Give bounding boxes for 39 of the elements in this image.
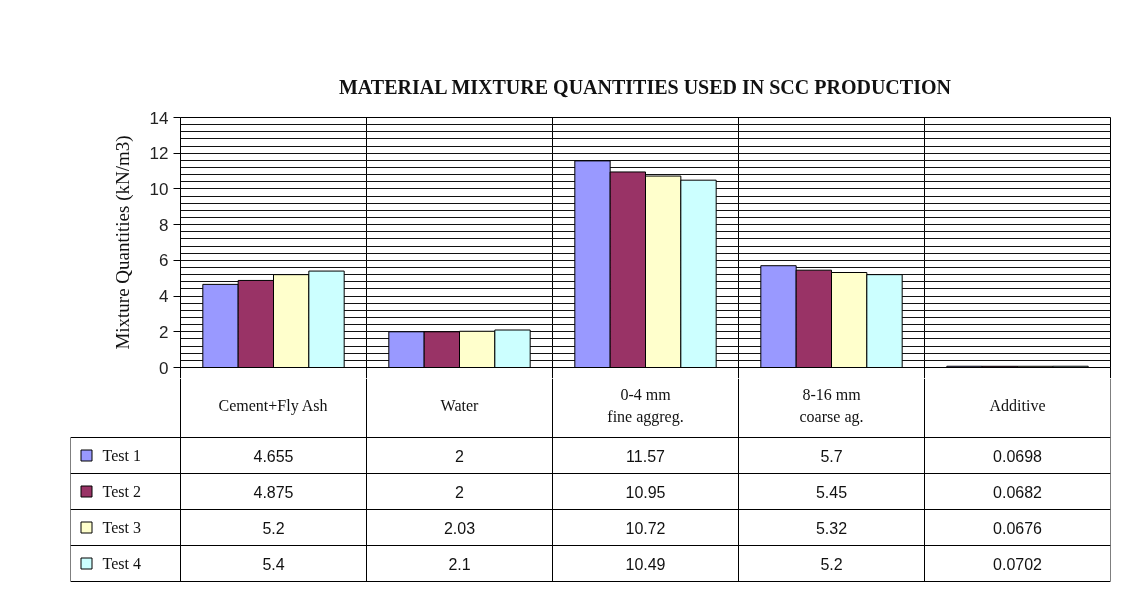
y-axis-title: Mixture Quantities (kN/m3) xyxy=(111,135,134,350)
data-label: 0.0702 xyxy=(993,555,1043,573)
chart-title: MATERIAL MIXTURE QUANTITIES USED IN SCC PRODUCTION xyxy=(338,75,952,98)
y-tick-label: 8 xyxy=(159,215,169,235)
data-label: 0.0682 xyxy=(993,483,1043,501)
legend-label: Test 2 xyxy=(102,483,141,500)
x-tick-label: Water xyxy=(440,396,480,414)
y-tick-label: 10 xyxy=(149,179,169,199)
data-label: 5.45 xyxy=(815,483,848,501)
x-tick-label: Cement+Fly Ash xyxy=(218,396,328,415)
data-label: 10.72 xyxy=(625,519,666,537)
data-label: 5.2 xyxy=(262,519,285,537)
legend-label: Test 4 xyxy=(102,555,141,572)
data-label: 11.57 xyxy=(626,447,666,465)
data-label: 0.0698 xyxy=(993,447,1043,465)
data-label: 5.32 xyxy=(815,519,848,537)
y-tick-label: 12 xyxy=(149,144,169,164)
y-tick-label: 4 xyxy=(159,287,169,307)
x-tick-label: 0-4 mm fine aggreg. xyxy=(607,385,684,426)
y-tick-label: 6 xyxy=(159,251,169,271)
data-label: 0.0676 xyxy=(993,519,1043,537)
data-label: 5.7 xyxy=(820,447,843,465)
data-label: 2 xyxy=(455,447,465,465)
data-label: 2.1 xyxy=(448,555,471,573)
data-label: 10.95 xyxy=(625,483,666,501)
data-label: 5.4 xyxy=(262,555,285,573)
y-tick-label: 14 xyxy=(149,108,169,128)
data-label: 5.2 xyxy=(820,555,843,573)
legend-label: Test 1 xyxy=(102,447,141,464)
y-tick-label: 2 xyxy=(159,322,169,342)
x-tick-label: 8-16 mm coarse ag. xyxy=(799,385,864,426)
data-label: 4.655 xyxy=(253,447,294,465)
legend-label: Test 3 xyxy=(102,519,141,536)
data-label: 2.03 xyxy=(443,519,476,537)
y-tick-label: 0 xyxy=(159,358,169,378)
x-tick-label: Additive xyxy=(989,396,1046,414)
data-label: 10.49 xyxy=(625,555,666,573)
data-label: 2 xyxy=(455,483,465,501)
data-label: 4.875 xyxy=(253,483,294,501)
